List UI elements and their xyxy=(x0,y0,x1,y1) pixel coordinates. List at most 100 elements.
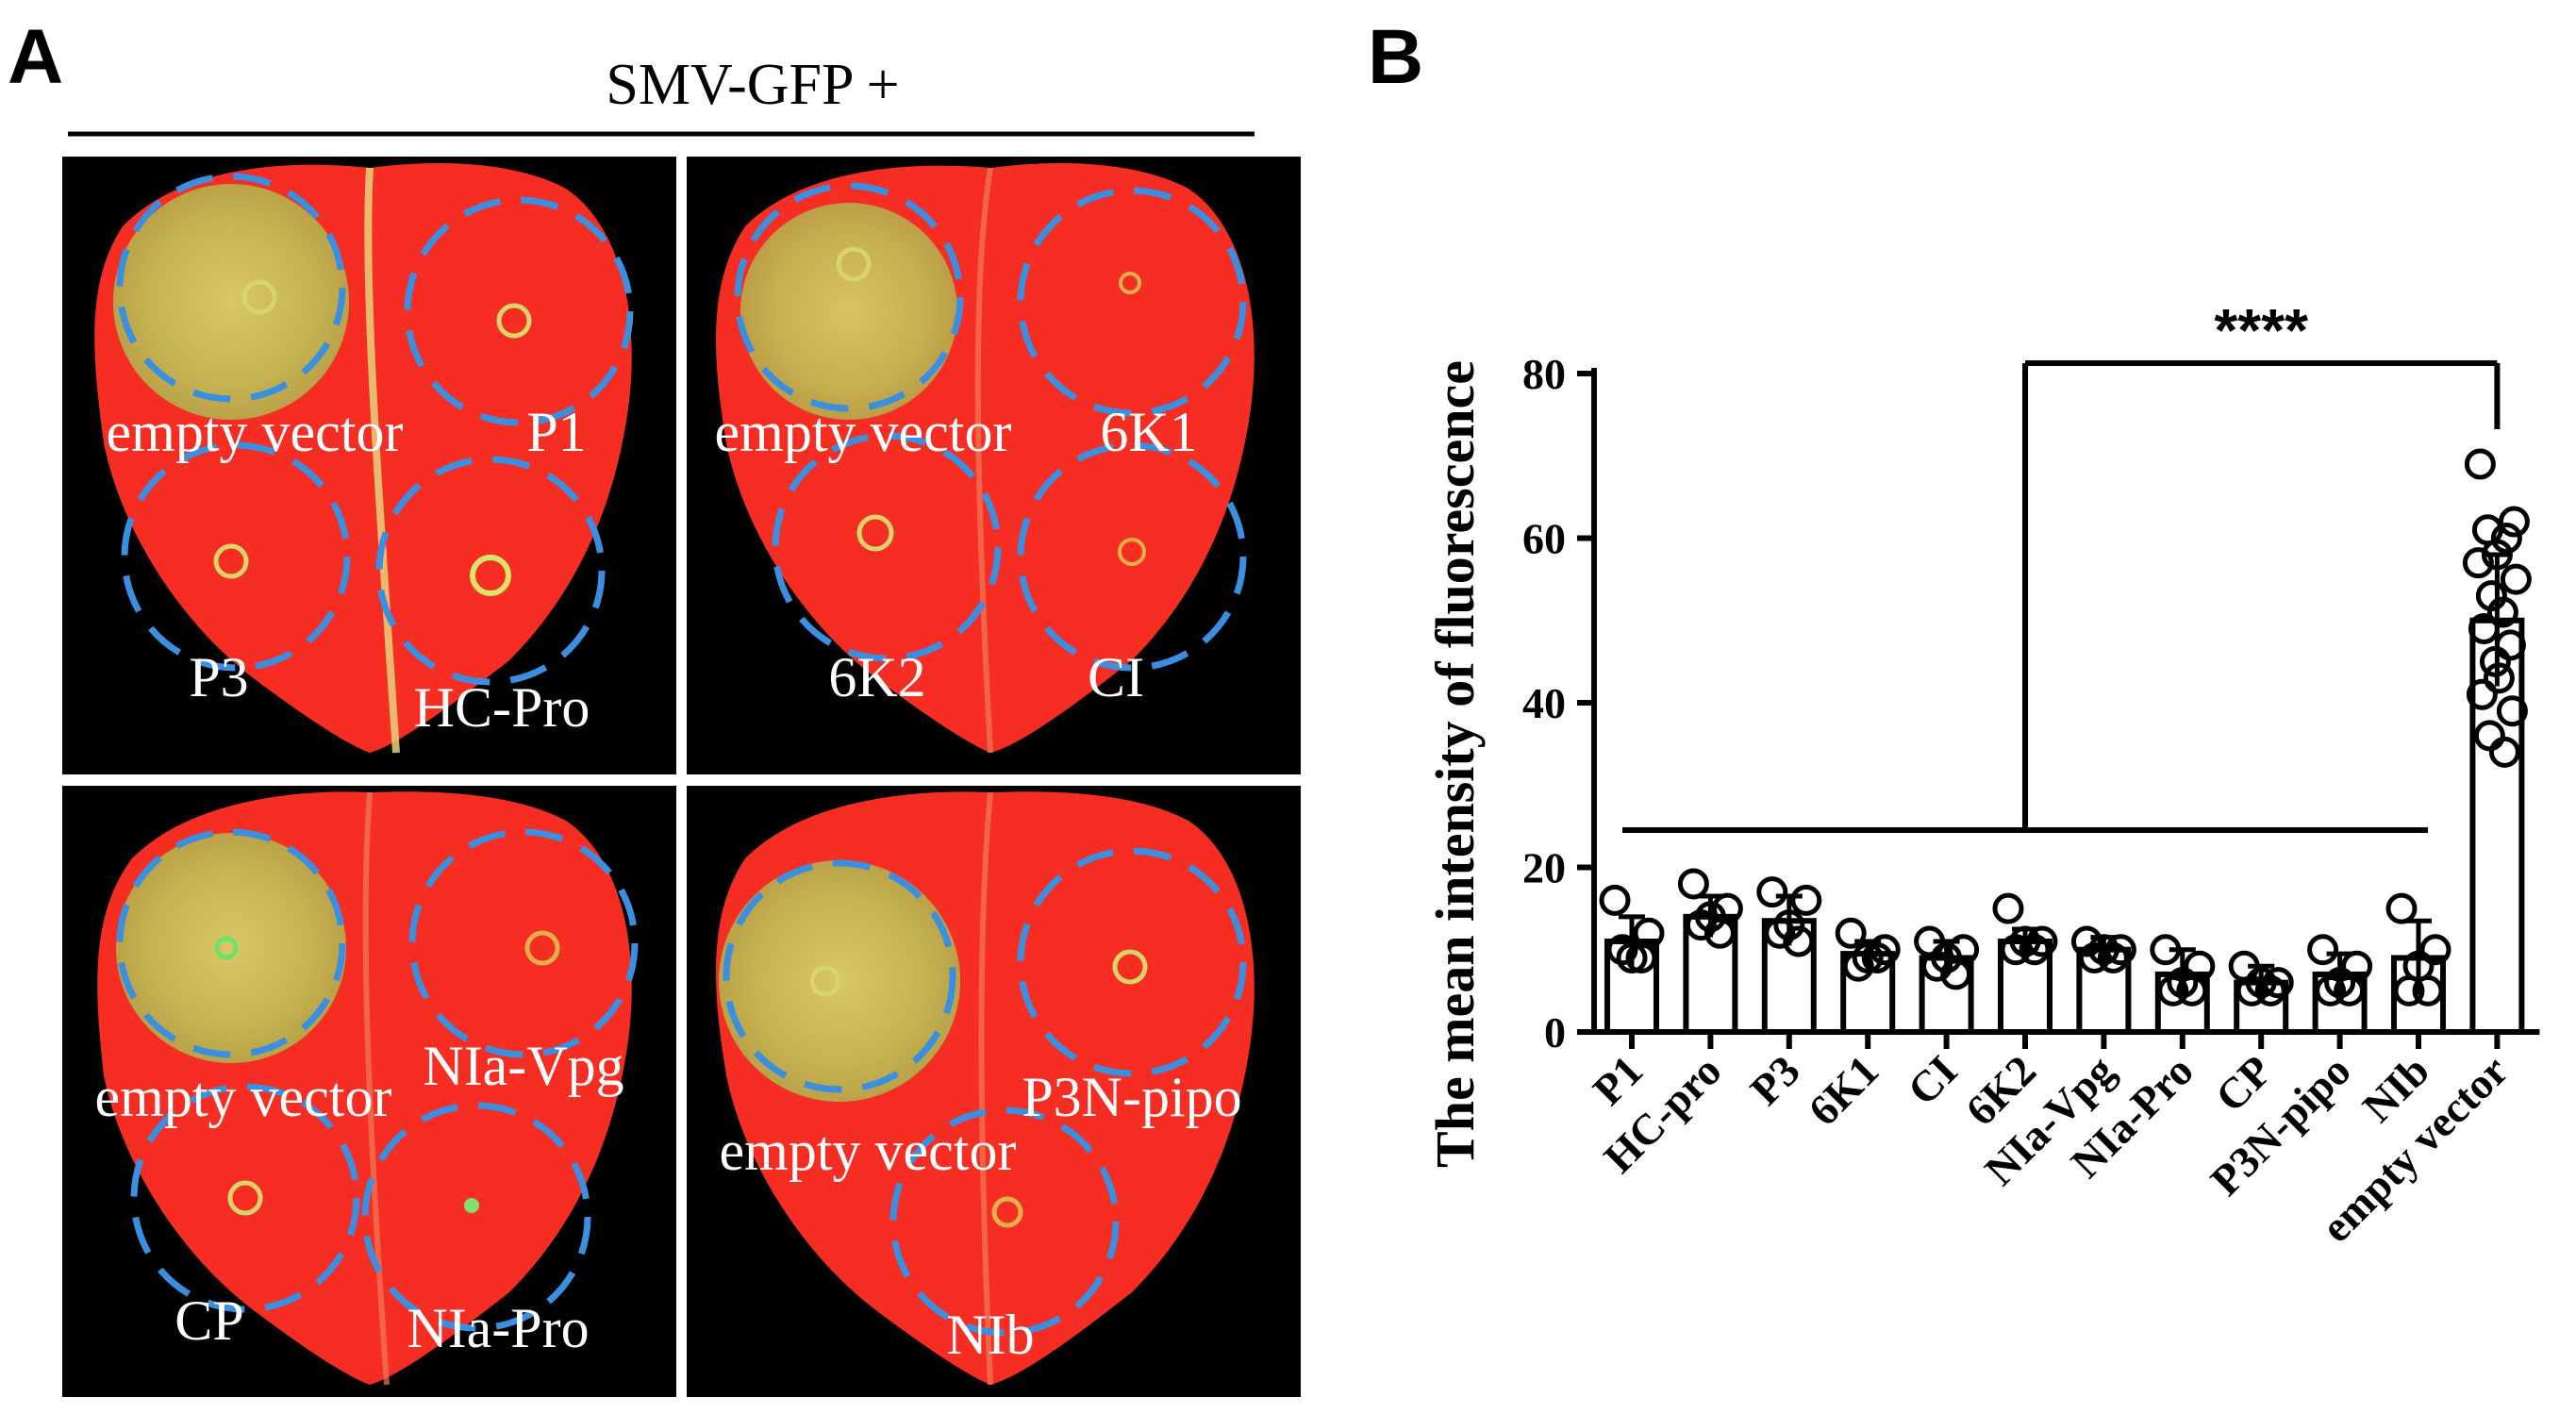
data-point xyxy=(2245,967,2277,999)
leaf-label: empty vector xyxy=(715,401,1012,463)
data-point xyxy=(2235,974,2268,1006)
leaf-label: empty vector xyxy=(95,1066,392,1128)
data-point xyxy=(1992,892,2024,924)
data-point xyxy=(1606,934,1638,966)
infiltration-circle xyxy=(404,196,634,426)
data-point xyxy=(1842,950,1874,982)
data-point xyxy=(2402,950,2435,982)
data-point xyxy=(1861,941,1893,973)
data-point xyxy=(1931,941,1963,973)
infiltration-circle xyxy=(889,1106,1120,1337)
data-point xyxy=(1625,941,1657,973)
data-point xyxy=(2481,539,2513,571)
leaf-label: 6K2 xyxy=(828,646,925,708)
y-axis-title: The mean intensity of fluorescence xyxy=(1424,360,1486,1168)
data-point xyxy=(1835,917,1867,949)
data-point xyxy=(1756,876,1788,908)
data-point xyxy=(2307,934,2339,966)
panel-b-label: B xyxy=(1368,14,1423,100)
data-point xyxy=(2490,523,2522,554)
data-point xyxy=(2483,662,2515,694)
leaf-photo-3: empty vector NIa-Vpg CP NIa-Pro xyxy=(62,786,676,1397)
data-point xyxy=(2150,934,2182,966)
y-tick-label: 40 xyxy=(1522,679,1566,727)
data-point xyxy=(2070,925,2102,957)
data-point xyxy=(2496,695,2528,727)
x-tick-label: P3 xyxy=(1741,1046,1809,1114)
data-point xyxy=(1852,941,1884,973)
infiltration-circle xyxy=(130,1083,360,1313)
leaf-label: NIb xyxy=(946,1304,1034,1366)
leaf-photo-2: empty vector 6K1 6K2 CI xyxy=(687,157,1301,774)
panel-a-header: SMV-GFP + xyxy=(606,53,899,117)
leaf-label: HC-Pro xyxy=(414,676,590,739)
data-point xyxy=(1677,868,1709,900)
data-point xyxy=(1773,909,1805,941)
data-point xyxy=(1694,901,1726,933)
leaf-label: P1 xyxy=(526,401,586,463)
infiltration-circle xyxy=(772,432,1002,662)
data-point xyxy=(2315,974,2347,1006)
data-point xyxy=(2009,925,2041,957)
data-point xyxy=(2486,596,2518,628)
panel-a: A SMV-GFP + empty vector P1 P3 HC-Pro xyxy=(8,14,1301,1397)
data-point xyxy=(2498,506,2530,538)
leaf-midrib xyxy=(364,167,400,754)
infiltration-circle xyxy=(1017,847,1247,1077)
significance-label: **** xyxy=(2214,296,2308,364)
leaf-label: P3N-pipo xyxy=(1022,1066,1241,1128)
data-point xyxy=(1599,884,1631,916)
leaf-label: CP xyxy=(175,1289,243,1352)
infiltration-circle xyxy=(734,182,964,412)
leaf-label: CI xyxy=(1088,646,1144,708)
infiltration-circle xyxy=(1017,187,1247,417)
x-tick-label: CI xyxy=(1898,1046,1966,1114)
infiltration-circle xyxy=(121,441,351,672)
data-point xyxy=(1703,917,1736,949)
data-point xyxy=(2000,934,2032,966)
infiltration-circle xyxy=(116,173,346,403)
infiltration-circle xyxy=(1017,441,1247,672)
infiltration-circle xyxy=(116,828,346,1058)
data-point xyxy=(2078,941,2110,973)
leaf-midrib xyxy=(974,167,993,754)
infiltration-circle xyxy=(375,456,606,686)
infiltration-circle xyxy=(408,828,639,1058)
data-point xyxy=(1685,909,1717,941)
data-point xyxy=(2479,645,2511,677)
data-point xyxy=(2334,974,2366,1006)
data-point xyxy=(2466,678,2498,710)
infiltration-circle xyxy=(361,1102,591,1332)
leaf-photo-1: empty vector P1 P3 HC-Pro xyxy=(62,157,676,774)
data-point xyxy=(2462,547,2494,579)
leaf-label: 6K1 xyxy=(1100,401,1197,463)
data-point xyxy=(2500,563,2532,595)
leaf-photo-4: empty vector P3N-pipo NIb xyxy=(687,786,1301,1397)
y-tick-label: 80 xyxy=(1522,350,1566,398)
data-point xyxy=(2019,934,2051,966)
leaf-label: P3 xyxy=(189,646,248,708)
leaf-label: empty vector xyxy=(107,401,404,463)
leaf-midrib xyxy=(978,791,993,1386)
data-point xyxy=(2488,736,2520,768)
gfp-spot xyxy=(116,833,346,1063)
data-point xyxy=(2167,967,2199,999)
y-tick-label: 0 xyxy=(1544,1008,1566,1056)
data-point xyxy=(2254,974,2286,1006)
data-point xyxy=(2385,892,2418,924)
data-point xyxy=(2097,941,2129,973)
y-tick-label: 60 xyxy=(1522,515,1566,563)
data-point xyxy=(1921,950,1953,982)
data-point xyxy=(1940,958,1972,990)
data-point xyxy=(2468,612,2500,644)
leaf-label: empty vector xyxy=(720,1120,1017,1182)
data-point xyxy=(2324,967,2356,999)
data-point xyxy=(1869,934,1901,966)
data-point xyxy=(1764,917,1796,949)
leaf-midrib xyxy=(362,791,390,1386)
leaf-label: NIa-Vpg xyxy=(423,1035,623,1097)
data-point xyxy=(2176,974,2208,1006)
data-point xyxy=(1616,941,1648,973)
